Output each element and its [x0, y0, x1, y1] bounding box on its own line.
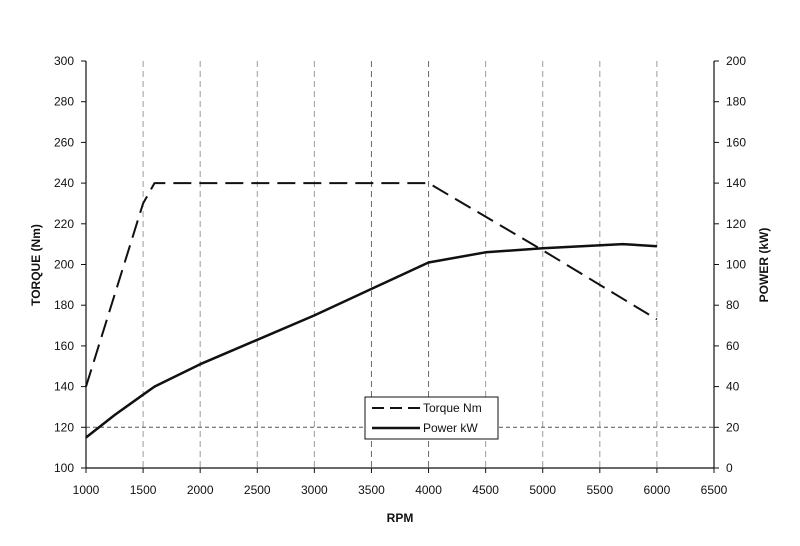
- plot-frame: [81, 60, 719, 473]
- power-series-line: [85, 242, 657, 439]
- y-right-tick-label: 100: [726, 258, 746, 272]
- legend-label-torque: Torque Nm: [423, 401, 482, 415]
- torque-series-line: [85, 182, 658, 387]
- y-left-tick-label: 180: [54, 298, 74, 312]
- y-right-tick-label: 60: [726, 339, 740, 353]
- legend: Torque Nm Power kW: [364, 396, 499, 440]
- y-right-tick-label: 40: [726, 380, 740, 394]
- y-right-tick-label: 180: [726, 95, 746, 109]
- y-right-tick-label: 160: [726, 135, 746, 149]
- series-layer: [85, 182, 658, 439]
- y-left-axis-title: TORQUE (Nm): [29, 224, 43, 306]
- y-left-tick-label: 100: [54, 461, 74, 475]
- y-right-tick-label: 200: [726, 54, 746, 68]
- x-tick-label: 6500: [701, 483, 728, 497]
- x-tick-label: 3500: [358, 483, 385, 497]
- y-left-tick-label: 300: [54, 54, 74, 68]
- x-tick-label: 3000: [301, 483, 328, 497]
- y-left-tick-label: 280: [54, 95, 74, 109]
- x-tick-label: 2500: [244, 483, 271, 497]
- x-tick-label: 4500: [472, 483, 499, 497]
- x-tick-label: 6000: [644, 483, 671, 497]
- y-left-tick-label: 140: [54, 380, 74, 394]
- y-right-tick-label: 20: [726, 420, 740, 434]
- y-left-tick-label: 160: [54, 339, 74, 353]
- tick-labels: 1000 1500 2000 2500 3000 3500 4000 4500 5000 5500…: [54, 54, 746, 497]
- x-tick-label: 2000: [187, 483, 214, 497]
- y-right-tick-label: 140: [726, 176, 746, 190]
- x-tick-label: 5000: [529, 483, 556, 497]
- x-tick-label: 1500: [130, 483, 157, 497]
- x-tick-label: 1000: [73, 483, 100, 497]
- x-tick-label: 5500: [586, 483, 613, 497]
- y-left-tick-label: 200: [54, 258, 74, 272]
- y-left-tick-label: 220: [54, 217, 74, 231]
- legend-label-power: Power kW: [423, 421, 478, 435]
- y-right-axis-title: POWER (kW): [757, 228, 771, 303]
- y-left-tick-label: 260: [54, 135, 74, 149]
- y-right-tick-label: 80: [726, 298, 740, 312]
- y-left-tick-label: 240: [54, 176, 74, 190]
- y-left-tick-label: 120: [54, 420, 74, 434]
- x-tick-label: 4000: [415, 483, 442, 497]
- y-right-tick-label: 0: [726, 461, 733, 475]
- grid: [86, 61, 714, 468]
- y-right-tick-label: 120: [726, 217, 746, 231]
- legend-box: [364, 396, 499, 440]
- x-axis-title: RPM: [387, 511, 414, 525]
